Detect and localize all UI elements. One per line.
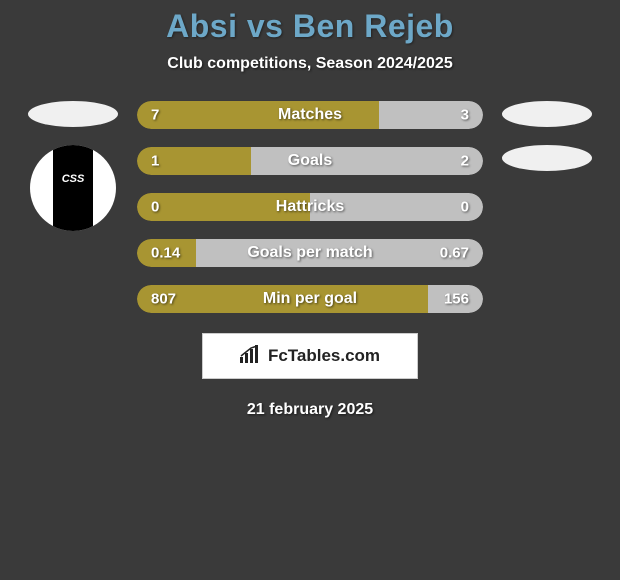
bar-label: Goals per match [247,244,372,262]
left-club-logo [30,145,116,231]
right-player-ellipse-1 [502,101,592,127]
stat-row-hattricks: Hattricks 0 0 [137,193,483,221]
bar-value-left: 7 [151,107,159,124]
page-subtitle: Club competitions, Season 2024/2025 [0,55,620,73]
bar-value-right: 0 [461,199,469,216]
bar-value-right: 2 [461,153,469,170]
club-logo-stripe [53,145,93,231]
footer-date: 21 february 2025 [0,401,620,419]
left-player-ellipse [28,101,118,127]
bar-label: Goals [288,152,332,170]
bar-value-right: 3 [461,107,469,124]
bar-value-left: 1 [151,153,159,170]
right-player-ellipse-2 [502,145,592,171]
stat-row-goals-per-match: Goals per match 0.14 0.67 [137,239,483,267]
footer-badge-text: FcTables.com [268,346,380,366]
left-player-col [23,101,123,231]
bar-value-right: 0.67 [440,245,469,262]
stat-row-matches: Matches 7 3 [137,101,483,129]
footer-badge[interactable]: FcTables.com [202,333,418,379]
fctables-icon [240,345,262,368]
bar-left-fill [137,101,379,129]
page-title: Absi vs Ben Rejeb [0,8,620,45]
right-player-col [497,101,597,171]
bar-value-right: 156 [444,291,469,308]
bar-value-left: 0.14 [151,245,180,262]
bar-right-fill [251,147,483,175]
stats-bars: Matches 7 3 Goals 1 2 Hattricks 0 0 Goals per mat… [137,101,483,313]
bar-label: Hattricks [276,198,344,216]
bar-value-left: 807 [151,291,176,308]
bar-value-left: 0 [151,199,159,216]
stat-row-min-per-goal: Min per goal 807 156 [137,285,483,313]
bar-label: Min per goal [263,290,357,308]
comparison-area: Matches 7 3 Goals 1 2 Hattricks 0 0 Goals per mat… [0,101,620,313]
stat-row-goals: Goals 1 2 [137,147,483,175]
bar-label: Matches [278,106,342,124]
